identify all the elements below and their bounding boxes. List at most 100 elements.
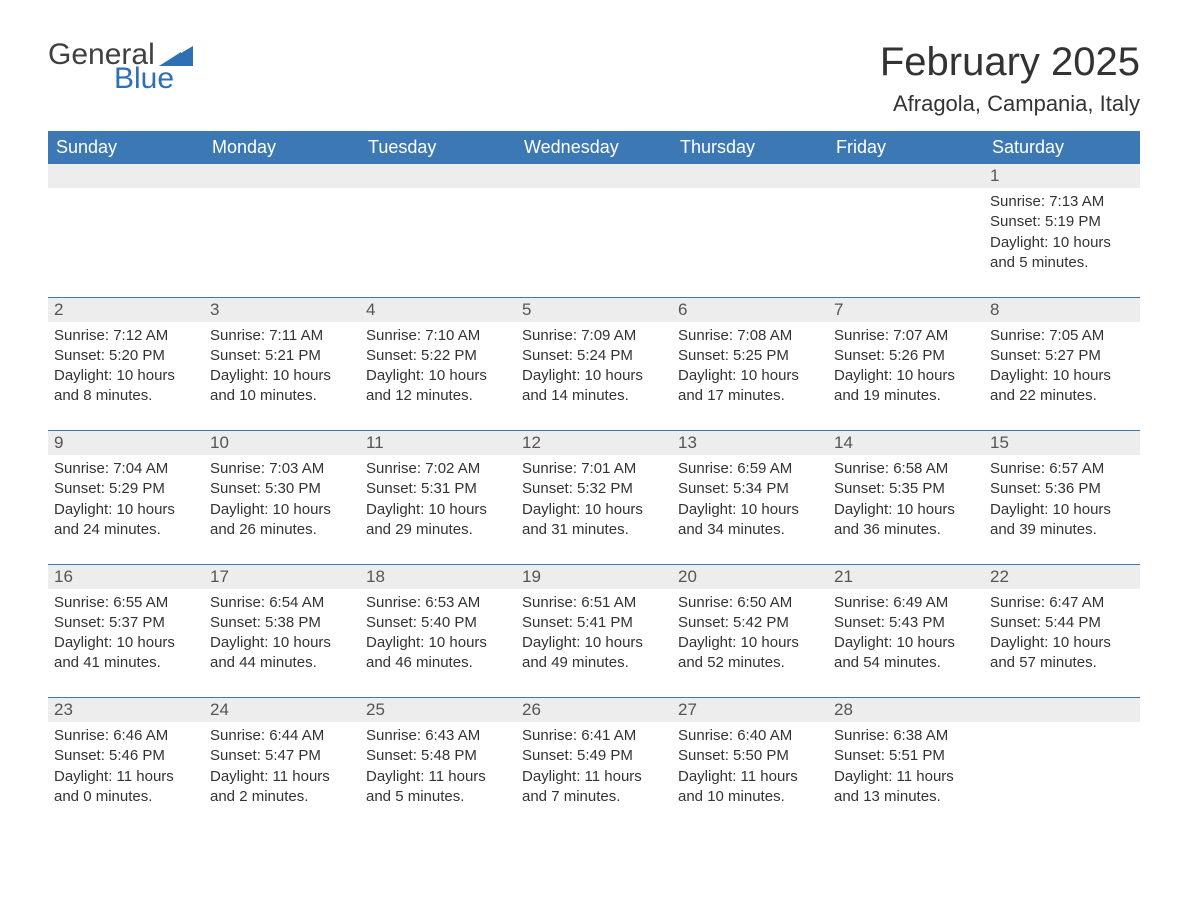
sunset-text: Sunset: 5:35 PM (834, 479, 978, 499)
sunrise-text: Sunrise: 6:38 AM (834, 726, 978, 746)
daylight-text-line1: Daylight: 10 hours (210, 366, 354, 386)
daylight-text-line1: Daylight: 10 hours (210, 633, 354, 653)
month-title: February 2025 (880, 40, 1140, 85)
day-detail-cell: Sunrise: 6:59 AMSunset: 5:34 PMDaylight:… (672, 455, 828, 546)
day-number-row: 1 (48, 164, 1140, 188)
day-number-cell: 1 (984, 164, 1140, 188)
day-detail-cell (828, 188, 984, 279)
sunset-text: Sunset: 5:40 PM (366, 613, 510, 633)
weekday-header: Thursday (672, 131, 828, 164)
daylight-text-line1: Daylight: 10 hours (834, 633, 978, 653)
daylight-text-line2: and 8 minutes. (54, 386, 198, 406)
day-number-cell (828, 164, 984, 188)
day-detail-row: Sunrise: 7:13 AMSunset: 5:19 PMDaylight:… (48, 188, 1140, 279)
sunrise-text: Sunrise: 6:55 AM (54, 593, 198, 613)
sunrise-text: Sunrise: 7:11 AM (210, 326, 354, 346)
daylight-text-line2: and 36 minutes. (834, 520, 978, 540)
daylight-text-line1: Daylight: 10 hours (54, 633, 198, 653)
sunrise-text: Sunrise: 6:51 AM (522, 593, 666, 613)
sunset-text: Sunset: 5:22 PM (366, 346, 510, 366)
sunrise-text: Sunrise: 6:47 AM (990, 593, 1134, 613)
sunset-text: Sunset: 5:51 PM (834, 746, 978, 766)
daylight-text-line2: and 10 minutes. (678, 787, 822, 807)
day-detail-cell: Sunrise: 6:50 AMSunset: 5:42 PMDaylight:… (672, 589, 828, 680)
daylight-text-line2: and 44 minutes. (210, 653, 354, 673)
brand-logo: General Blue (48, 40, 193, 94)
day-number-cell: 7 (828, 298, 984, 322)
day-number-cell: 16 (48, 565, 204, 589)
day-detail-cell: Sunrise: 6:51 AMSunset: 5:41 PMDaylight:… (516, 589, 672, 680)
day-detail-cell: Sunrise: 7:07 AMSunset: 5:26 PMDaylight:… (828, 322, 984, 413)
sunrise-text: Sunrise: 6:53 AM (366, 593, 510, 613)
day-number-row: 2345678 (48, 298, 1140, 322)
daylight-text-line1: Daylight: 10 hours (990, 233, 1134, 253)
weekday-header: Tuesday (360, 131, 516, 164)
sunrise-text: Sunrise: 6:49 AM (834, 593, 978, 613)
daylight-text-line2: and 57 minutes. (990, 653, 1134, 673)
day-number-cell: 15 (984, 431, 1140, 455)
day-detail-row: Sunrise: 7:12 AMSunset: 5:20 PMDaylight:… (48, 322, 1140, 413)
sunrise-text: Sunrise: 6:57 AM (990, 459, 1134, 479)
sunset-text: Sunset: 5:41 PM (522, 613, 666, 633)
sunset-text: Sunset: 5:46 PM (54, 746, 198, 766)
daylight-text-line2: and 41 minutes. (54, 653, 198, 673)
day-number-cell (516, 164, 672, 188)
day-detail-cell: Sunrise: 7:01 AMSunset: 5:32 PMDaylight:… (516, 455, 672, 546)
daylight-text-line1: Daylight: 10 hours (210, 500, 354, 520)
day-number-row: 9101112131415 (48, 431, 1140, 455)
day-detail-cell (516, 188, 672, 279)
sunset-text: Sunset: 5:37 PM (54, 613, 198, 633)
daylight-text-line2: and 54 minutes. (834, 653, 978, 673)
sunrise-text: Sunrise: 6:58 AM (834, 459, 978, 479)
weekday-header: Monday (204, 131, 360, 164)
calendar-body: SundayMondayTuesdayWednesdayThursdayFrid… (48, 131, 1140, 813)
day-number-cell: 20 (672, 565, 828, 589)
daylight-text-line2: and 49 minutes. (522, 653, 666, 673)
day-detail-cell: Sunrise: 6:46 AMSunset: 5:46 PMDaylight:… (48, 722, 204, 813)
sunrise-text: Sunrise: 6:54 AM (210, 593, 354, 613)
daylight-text-line2: and 14 minutes. (522, 386, 666, 406)
sunrise-text: Sunrise: 6:50 AM (678, 593, 822, 613)
day-detail-cell (204, 188, 360, 279)
day-number-cell: 18 (360, 565, 516, 589)
daylight-text-line1: Daylight: 10 hours (522, 366, 666, 386)
daylight-text-line1: Daylight: 11 hours (522, 767, 666, 787)
day-number-cell: 17 (204, 565, 360, 589)
sunset-text: Sunset: 5:21 PM (210, 346, 354, 366)
day-detail-cell (360, 188, 516, 279)
day-detail-cell: Sunrise: 6:55 AMSunset: 5:37 PMDaylight:… (48, 589, 204, 680)
day-number-cell: 23 (48, 698, 204, 722)
day-number-cell: 22 (984, 565, 1140, 589)
daylight-text-line2: and 10 minutes. (210, 386, 354, 406)
day-detail-cell: Sunrise: 7:05 AMSunset: 5:27 PMDaylight:… (984, 322, 1140, 413)
day-number-cell: 11 (360, 431, 516, 455)
daylight-text-line2: and 5 minutes. (990, 253, 1134, 273)
logo-word-blue: Blue (114, 64, 193, 94)
weekday-header: Sunday (48, 131, 204, 164)
sunrise-text: Sunrise: 6:41 AM (522, 726, 666, 746)
day-number-cell: 24 (204, 698, 360, 722)
daylight-text-line1: Daylight: 10 hours (834, 366, 978, 386)
day-number-cell: 25 (360, 698, 516, 722)
daylight-text-line2: and 39 minutes. (990, 520, 1134, 540)
sunset-text: Sunset: 5:27 PM (990, 346, 1134, 366)
day-number-cell: 9 (48, 431, 204, 455)
daylight-text-line2: and 24 minutes. (54, 520, 198, 540)
daylight-text-line1: Daylight: 10 hours (522, 633, 666, 653)
sunset-text: Sunset: 5:24 PM (522, 346, 666, 366)
sunset-text: Sunset: 5:26 PM (834, 346, 978, 366)
day-detail-cell (984, 722, 1140, 813)
day-detail-cell: Sunrise: 6:38 AMSunset: 5:51 PMDaylight:… (828, 722, 984, 813)
title-block: February 2025 Afragola, Campania, Italy (880, 40, 1140, 117)
sunrise-text: Sunrise: 6:44 AM (210, 726, 354, 746)
sunset-text: Sunset: 5:30 PM (210, 479, 354, 499)
daylight-text-line2: and 52 minutes. (678, 653, 822, 673)
daylight-text-line1: Daylight: 10 hours (678, 366, 822, 386)
daylight-text-line1: Daylight: 11 hours (834, 767, 978, 787)
sunrise-text: Sunrise: 7:09 AM (522, 326, 666, 346)
day-detail-cell: Sunrise: 6:43 AMSunset: 5:48 PMDaylight:… (360, 722, 516, 813)
day-detail-cell (672, 188, 828, 279)
weekday-header: Saturday (984, 131, 1140, 164)
day-number-cell: 12 (516, 431, 672, 455)
day-detail-cell: Sunrise: 7:12 AMSunset: 5:20 PMDaylight:… (48, 322, 204, 413)
